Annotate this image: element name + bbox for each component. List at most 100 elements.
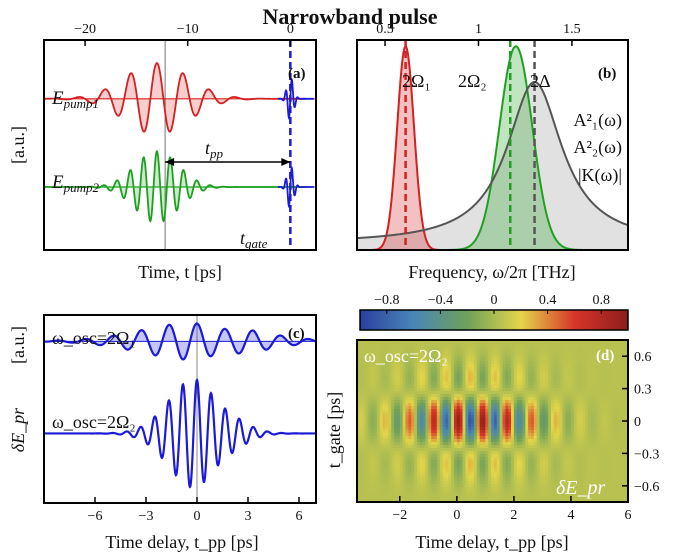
heatmap-cell [508, 454, 512, 458]
heatmap-cell [550, 382, 555, 386]
heatmap-cell [456, 490, 461, 494]
heatmap-cell [468, 442, 472, 446]
heatmap-cell [473, 445, 478, 449]
heatmap-cell [516, 412, 521, 416]
heatmap-cell [408, 457, 412, 461]
heatmap-cell [596, 409, 601, 413]
heatmap-cell [493, 400, 498, 404]
heatmap-cell [391, 424, 395, 428]
heatmap-cell [442, 346, 447, 350]
heatmap-cell [548, 436, 552, 440]
heatmap-cell [565, 343, 569, 347]
heatmap-cell [391, 346, 395, 350]
heatmap-cell [511, 370, 515, 374]
heatmap-cell [519, 466, 524, 470]
heatmap-cell [419, 445, 424, 449]
heatmap-cell [602, 490, 606, 494]
heatmap-cell [556, 472, 561, 476]
heatmap-cell [599, 448, 603, 452]
heatmap-cell [362, 364, 367, 368]
heatmap-cell [596, 424, 601, 428]
heatmap-cell [568, 388, 572, 392]
panel-b-x-tick-label-2: 1.5 [563, 22, 581, 37]
heatmap-cell [485, 433, 489, 437]
heatmap-cell [602, 391, 606, 395]
heatmap-cell [608, 463, 612, 467]
heatmap-cell [585, 433, 589, 437]
heatmap-cell [516, 406, 521, 410]
heatmap-cell [625, 412, 629, 416]
heatmap-cell [536, 445, 541, 449]
heatmap-cell [573, 487, 578, 491]
heatmap-cell [425, 343, 429, 347]
heatmap-cell [573, 373, 578, 377]
heatmap-cell [576, 367, 581, 371]
heatmap-cell [505, 475, 509, 479]
heatmap-cell [579, 370, 583, 374]
heatmap-cell [359, 481, 364, 485]
heatmap-cell [568, 466, 572, 470]
heatmap-cell [399, 466, 404, 470]
heatmap-cell [368, 349, 372, 353]
heatmap-cell [456, 394, 461, 398]
heatmap-cell [576, 415, 581, 419]
heatmap-cell [568, 451, 572, 455]
heatmap-cell [399, 439, 404, 443]
heatmap-cell [596, 433, 601, 437]
heatmap-cell [508, 358, 512, 362]
heatmap-cell [491, 400, 495, 404]
heatmap-cell [533, 475, 538, 479]
heatmap-cell [399, 340, 404, 344]
heatmap-cell [536, 403, 541, 407]
heatmap-cell [556, 436, 561, 440]
heatmap-cell [536, 433, 541, 437]
heatmap-cell [548, 445, 552, 449]
heatmap-cell [545, 409, 549, 413]
heatmap-cell [531, 439, 535, 443]
heatmap-cell [622, 370, 626, 374]
heatmap-cell [545, 445, 549, 449]
heatmap-cell [419, 403, 424, 407]
heatmap-cell [542, 466, 546, 470]
heatmap-cell [376, 340, 381, 344]
heatmap-cell [436, 391, 441, 395]
heatmap-cell [396, 463, 401, 467]
heatmap-cell [359, 346, 364, 350]
heatmap-cell [622, 460, 626, 464]
heatmap-cell [414, 418, 418, 422]
heatmap-cell [382, 361, 387, 365]
heatmap-cell [608, 376, 612, 380]
heatmap-cell [610, 484, 615, 488]
heatmap-cell [359, 373, 364, 377]
heatmap-cell [365, 364, 370, 368]
heatmap-cell [419, 379, 424, 383]
heatmap-cell [531, 343, 535, 347]
heatmap-cell [371, 403, 375, 407]
heatmap-cell [473, 355, 478, 359]
heatmap-cell [445, 340, 449, 344]
heatmap-cell [610, 373, 615, 377]
heatmap-cell [502, 460, 506, 464]
heatmap-cell [359, 454, 364, 458]
panel-c-x-axis: −6 −3 0 3 6 [88, 497, 303, 524]
heatmap-cell [368, 394, 372, 398]
heatmap-cell [491, 427, 495, 431]
heatmap-cell [357, 409, 361, 413]
panel-a-frame [43, 39, 317, 251]
heatmap-cell [511, 361, 515, 365]
heatmap-cell [625, 427, 629, 431]
heatmap-cell [476, 472, 481, 476]
heatmap-cell [542, 451, 546, 455]
heatmap-cell [419, 430, 424, 434]
panel-c-x-tick-label-2: 0 [194, 509, 201, 524]
heatmap-cell [619, 439, 623, 443]
heatmap-cell [388, 379, 392, 383]
heatmap-cell [613, 424, 618, 428]
heatmap-cell [445, 385, 449, 389]
heatmap-cell [408, 430, 412, 434]
heatmap-cell [374, 451, 378, 455]
heatmap-cell [531, 388, 535, 392]
heatmap-cell [482, 403, 486, 407]
heatmap-cell [582, 475, 586, 479]
heatmap-cell [533, 436, 538, 440]
